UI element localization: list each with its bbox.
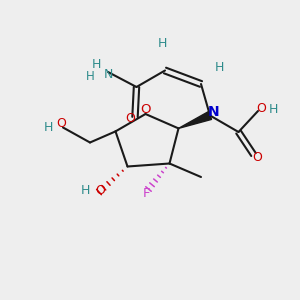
Text: H: H (214, 61, 224, 74)
Text: O: O (57, 117, 66, 130)
Text: O: O (140, 103, 151, 116)
Text: H: H (81, 184, 90, 197)
Text: N: N (208, 106, 219, 119)
Text: O: O (252, 151, 262, 164)
Polygon shape (178, 112, 212, 128)
Text: O: O (96, 184, 105, 197)
Text: H: H (43, 121, 53, 134)
Text: N: N (103, 68, 113, 82)
Text: F: F (143, 187, 151, 200)
Text: O: O (126, 112, 135, 125)
Text: H: H (85, 70, 94, 83)
Text: O: O (256, 101, 266, 115)
Text: H: H (268, 103, 278, 116)
Text: H: H (91, 58, 101, 71)
Text: H: H (157, 37, 167, 50)
